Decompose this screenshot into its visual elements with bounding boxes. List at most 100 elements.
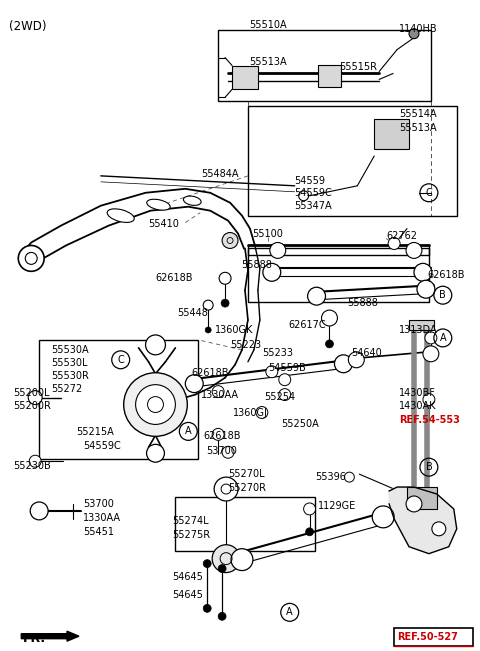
Text: C: C: [117, 355, 124, 365]
Circle shape: [222, 447, 234, 458]
Circle shape: [299, 191, 309, 201]
Circle shape: [256, 406, 268, 419]
Circle shape: [212, 545, 240, 573]
Text: 55510A: 55510A: [249, 20, 287, 30]
Circle shape: [212, 385, 224, 398]
Circle shape: [218, 564, 226, 573]
Text: 55270R: 55270R: [228, 483, 266, 493]
Circle shape: [146, 445, 165, 462]
Circle shape: [214, 477, 238, 501]
Text: 55200R: 55200R: [13, 400, 51, 411]
Circle shape: [205, 327, 211, 333]
Circle shape: [425, 332, 437, 344]
Text: 54640: 54640: [351, 348, 382, 358]
Text: 1330AA: 1330AA: [201, 390, 239, 400]
Circle shape: [409, 29, 419, 38]
Text: 62617C: 62617C: [289, 320, 326, 330]
Text: B: B: [440, 290, 446, 300]
Ellipse shape: [147, 199, 170, 210]
Circle shape: [18, 245, 44, 271]
Text: 55515R: 55515R: [339, 62, 377, 72]
Text: 55530A: 55530A: [51, 345, 89, 355]
Circle shape: [203, 560, 211, 568]
Circle shape: [145, 335, 166, 355]
Text: 1430AK: 1430AK: [399, 400, 437, 411]
Text: 54559: 54559: [295, 176, 326, 186]
Text: 1140HB: 1140HB: [399, 23, 438, 34]
Text: A: A: [440, 333, 446, 343]
Text: 55272: 55272: [51, 383, 83, 394]
Text: 55250A: 55250A: [281, 419, 319, 430]
Bar: [248, 249, 429, 302]
Circle shape: [29, 455, 41, 467]
Bar: [374, 119, 409, 149]
Bar: [409, 320, 434, 330]
Text: 55530R: 55530R: [51, 370, 89, 381]
Text: 62618B: 62618B: [192, 368, 229, 378]
Circle shape: [423, 394, 435, 406]
Text: FR.: FR.: [23, 632, 47, 645]
Text: 53700: 53700: [207, 447, 238, 456]
Circle shape: [279, 374, 291, 385]
Circle shape: [414, 264, 432, 281]
Circle shape: [203, 604, 211, 613]
Text: 62762: 62762: [386, 230, 417, 241]
FancyArrow shape: [21, 631, 79, 641]
Circle shape: [344, 472, 354, 482]
Circle shape: [335, 355, 352, 373]
Bar: [39, 340, 198, 459]
Text: 54559B: 54559B: [268, 363, 306, 373]
Text: 55347A: 55347A: [295, 201, 332, 211]
Text: 1313DA: 1313DA: [399, 325, 438, 335]
Text: 1430BF: 1430BF: [399, 387, 436, 398]
Bar: [318, 64, 341, 87]
Text: 54645: 54645: [172, 590, 203, 600]
Circle shape: [203, 300, 213, 310]
Text: 62618B: 62618B: [427, 270, 465, 281]
Circle shape: [432, 522, 446, 536]
Text: A: A: [185, 426, 192, 436]
Text: 55513A: 55513A: [399, 123, 437, 133]
Text: 55513A: 55513A: [249, 57, 287, 66]
Text: 55233: 55233: [262, 348, 293, 358]
Circle shape: [266, 366, 278, 378]
Bar: [232, 66, 258, 89]
Text: 1360GK: 1360GK: [215, 325, 253, 335]
Text: 1129GE: 1129GE: [318, 501, 356, 511]
Text: 55254: 55254: [264, 392, 295, 402]
Circle shape: [221, 299, 229, 307]
Text: 54559C: 54559C: [83, 441, 120, 451]
Circle shape: [406, 242, 422, 258]
Text: 55514A: 55514A: [399, 109, 437, 119]
Circle shape: [406, 496, 422, 512]
Text: 1330AA: 1330AA: [83, 513, 121, 523]
Bar: [248, 106, 457, 215]
Circle shape: [270, 242, 286, 258]
Text: (2WD): (2WD): [9, 20, 47, 33]
Circle shape: [348, 352, 364, 368]
Text: 55888: 55888: [348, 298, 378, 308]
Text: 55396: 55396: [315, 472, 347, 482]
Bar: [175, 497, 314, 551]
Text: A: A: [287, 607, 293, 617]
Text: 54645: 54645: [172, 572, 203, 581]
Text: 55230B: 55230B: [13, 461, 51, 471]
Circle shape: [218, 613, 226, 620]
Circle shape: [279, 389, 291, 400]
Text: REF.50-527: REF.50-527: [397, 632, 458, 643]
Circle shape: [124, 373, 187, 436]
Circle shape: [136, 385, 175, 424]
Circle shape: [222, 232, 238, 249]
Bar: [394, 628, 473, 646]
Text: 55274L: 55274L: [172, 516, 209, 526]
Circle shape: [325, 340, 334, 348]
Circle shape: [30, 502, 48, 520]
Circle shape: [263, 264, 281, 281]
Circle shape: [308, 287, 325, 305]
Circle shape: [388, 238, 400, 249]
Circle shape: [306, 528, 313, 536]
Text: 55451: 55451: [83, 527, 114, 537]
Text: 55484A: 55484A: [202, 169, 239, 179]
Circle shape: [28, 391, 42, 404]
Circle shape: [423, 346, 439, 362]
